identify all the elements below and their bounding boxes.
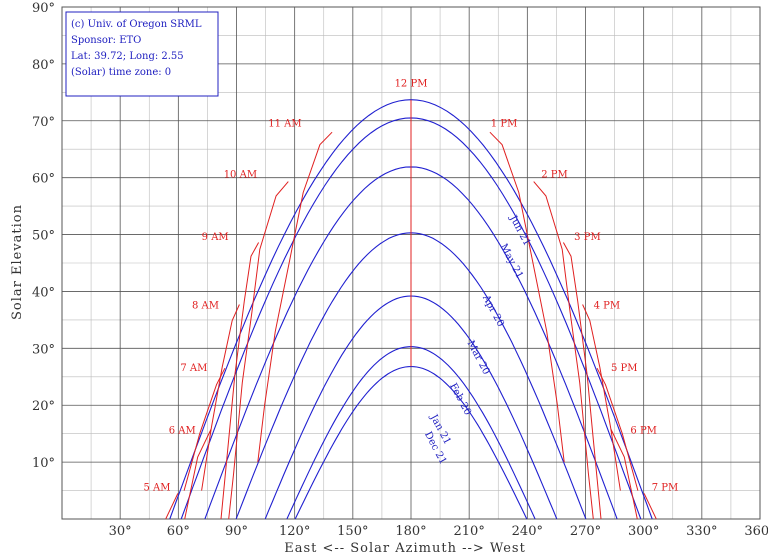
info-box: (c) Univ. of Oregon SRML Sponsor: ETO La… bbox=[65, 11, 219, 97]
hour-curve bbox=[220, 242, 260, 520]
hour-label: 9 AM bbox=[202, 232, 229, 243]
hour-labels: 5 AM 6 AM 7 AM 8 AM 9 AM 10 AM 11 AM 12 PM 1 PM 2… bbox=[143, 79, 678, 494]
hour-label: 3 PM bbox=[574, 232, 601, 243]
hour-label: 6 AM bbox=[169, 426, 196, 437]
plot-frame bbox=[61, 6, 761, 520]
hour-label: 7 AM bbox=[180, 363, 207, 374]
y-axis-title: Solar Elevation bbox=[10, 204, 25, 320]
hour-curve bbox=[228, 181, 289, 520]
y-tick-label: 40° bbox=[32, 285, 55, 300]
hour-label: 10 AM bbox=[224, 170, 257, 181]
hour-curve bbox=[165, 493, 179, 520]
hour-label: 11 AM bbox=[268, 118, 301, 129]
x-tick-label: 150° bbox=[337, 524, 368, 539]
y-tick-label: 90° bbox=[32, 1, 55, 16]
hour-label: 5 PM bbox=[611, 363, 638, 374]
info-line-timezone: (Solar) time zone: 0 bbox=[71, 67, 171, 78]
hour-label: 4 PM bbox=[594, 301, 621, 312]
x-tick-label: 360° bbox=[744, 524, 768, 539]
hour-label: 6 PM bbox=[630, 426, 657, 437]
x-tick-label: 30° bbox=[109, 524, 132, 539]
hour-label: 12 PM bbox=[395, 79, 428, 90]
hour-curve bbox=[257, 131, 333, 463]
info-line-source: (c) Univ. of Oregon SRML bbox=[71, 19, 202, 30]
hour-curve bbox=[596, 367, 639, 491]
y-tick-label: 20° bbox=[32, 399, 55, 414]
x-tick-label: 210° bbox=[454, 524, 485, 539]
x-tick-label: 240° bbox=[512, 524, 543, 539]
y-tick-label: 30° bbox=[32, 342, 55, 357]
x-tick-label: 180° bbox=[395, 524, 426, 539]
hour-label: 1 PM bbox=[491, 118, 518, 129]
x-tick-label: 330° bbox=[686, 524, 717, 539]
info-box-frame bbox=[65, 11, 219, 97]
hour-curves bbox=[165, 99, 657, 520]
hour-label: 2 PM bbox=[541, 170, 568, 181]
y-tick-label: 50° bbox=[32, 229, 55, 244]
x-tick-label: 60° bbox=[167, 524, 190, 539]
hour-label: 5 AM bbox=[143, 483, 170, 494]
hour-curve bbox=[489, 131, 565, 463]
y-tick-label: 60° bbox=[32, 172, 55, 187]
info-line-location: Lat: 39.72; Long: 2.55 bbox=[71, 51, 184, 62]
x-axis-ticks: 30° 60° 90° 120° 150° 180° 210° 240° 270° 300° 330… bbox=[109, 524, 768, 539]
hour-curve bbox=[610, 428, 638, 520]
x-tick-label: 90° bbox=[225, 524, 248, 539]
x-axis-title: East <-- Solar Azimuth --> West bbox=[284, 541, 526, 556]
hour-curve bbox=[184, 428, 212, 520]
y-tick-label: 10° bbox=[32, 456, 55, 471]
hour-curve bbox=[562, 242, 602, 520]
y-axis-ticks: 10° 20° 30° 40° 50° 60° 70° 80° 90° bbox=[32, 1, 55, 471]
hour-curve bbox=[201, 304, 240, 491]
info-line-sponsor: Sponsor: ETO bbox=[71, 35, 141, 46]
hour-curve bbox=[533, 181, 594, 520]
x-tick-label: 270° bbox=[570, 524, 601, 539]
hour-label: 7 PM bbox=[652, 483, 679, 494]
x-tick-label: 300° bbox=[628, 524, 659, 539]
y-tick-label: 70° bbox=[32, 115, 55, 130]
x-tick-label: 120° bbox=[279, 524, 310, 539]
y-tick-label: 80° bbox=[32, 58, 55, 73]
hour-curve bbox=[643, 493, 657, 520]
hour-label: 8 AM bbox=[192, 301, 219, 312]
hour-curve bbox=[582, 304, 621, 491]
